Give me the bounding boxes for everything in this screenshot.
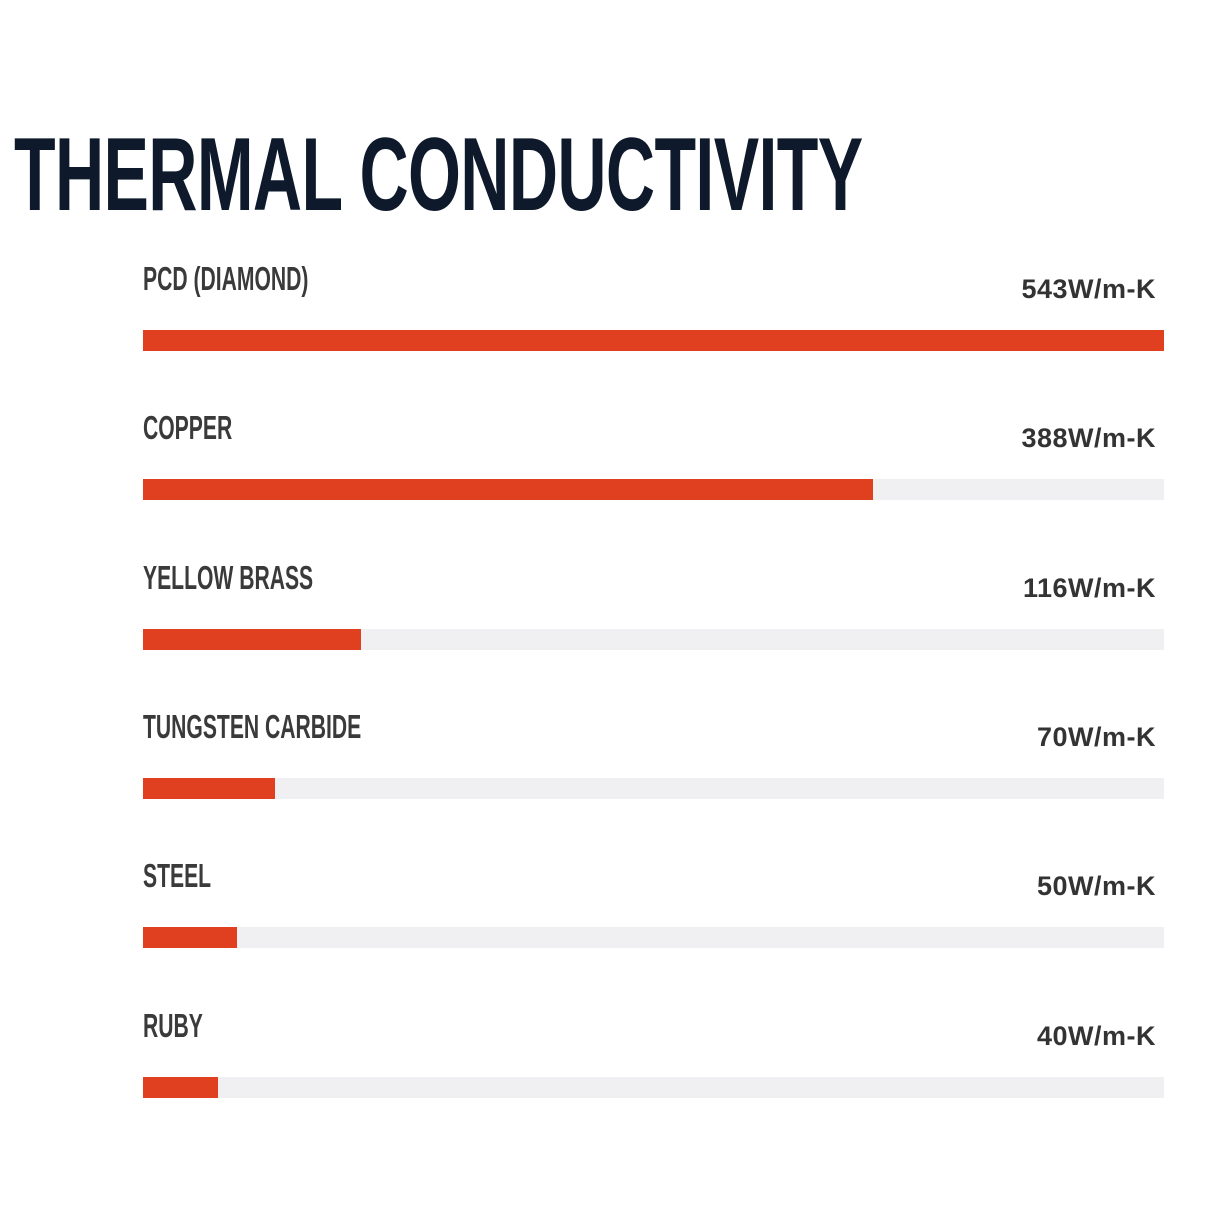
bar-value-label: 116W/m-K: [1022, 572, 1156, 603]
bar-label: RUBY: [143, 1006, 203, 1044]
bar-value-label: 50W/m-K: [1036, 871, 1156, 902]
bar-row: RUBY 40W/m-K: [143, 1007, 1164, 1113]
bar-row: PCD (DIAMOND) 543W/m-K: [143, 260, 1164, 366]
bar-track: [143, 479, 1164, 501]
bar-row: COPPER 388W/m-K: [143, 409, 1164, 515]
bar-label: STEEL: [143, 857, 212, 895]
bar-label: PCD (DIAMOND): [143, 260, 309, 297]
bar-value-label: 70W/m-K: [1036, 721, 1156, 752]
bar-label: COPPER: [143, 409, 233, 447]
bar-track: [143, 330, 1164, 351]
bar: [143, 1076, 219, 1098]
bar-track: [143, 927, 1164, 949]
bar-value-label: 40W/m-K: [1036, 1020, 1156, 1051]
bar-track: [143, 1076, 1164, 1098]
bar-row: TUNGSTEN CARBIDE 70W/m-K: [143, 708, 1164, 814]
bar: [143, 777, 275, 799]
bar-track: [143, 777, 1164, 799]
bar-row: YELLOW BRASS 116W/m-K: [143, 559, 1164, 665]
bar-value-label: 388W/m-K: [1021, 423, 1156, 454]
bar-row: STEEL 50W/m-K: [143, 857, 1164, 963]
bar: [143, 330, 1164, 351]
bar-value-label: 543W/m-K: [1021, 274, 1156, 304]
bar: [143, 927, 237, 949]
chart-title: THERMAL CONDUCTIVITY: [14, 117, 863, 233]
bar: [143, 479, 873, 501]
bar: [143, 628, 362, 650]
bar-track: [143, 628, 1164, 650]
bar-label: YELLOW BRASS: [143, 558, 314, 596]
bar-label: TUNGSTEN CARBIDE: [143, 707, 362, 745]
